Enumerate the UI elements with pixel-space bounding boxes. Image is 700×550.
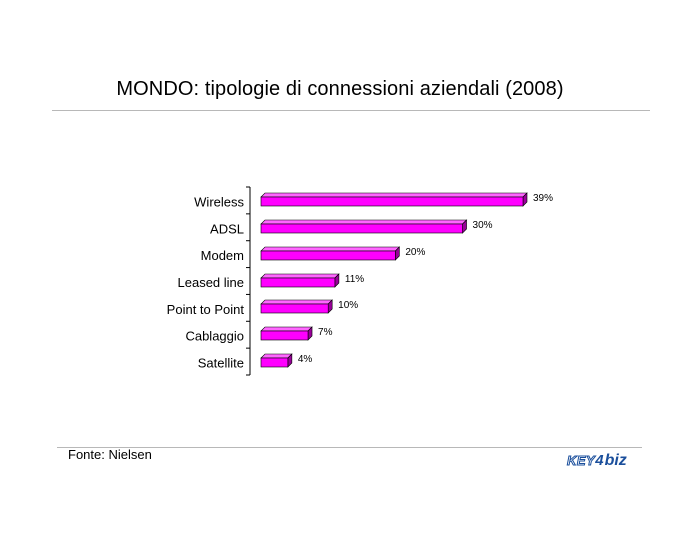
bar-top-face xyxy=(260,299,333,305)
top-divider xyxy=(52,110,650,111)
bar xyxy=(260,353,293,368)
bar-top-face xyxy=(260,219,468,225)
data-label: 11% xyxy=(345,274,364,285)
bar xyxy=(260,299,333,314)
bar-front-face xyxy=(260,357,289,368)
data-label: 10% xyxy=(338,300,358,311)
category-label: Point to Point xyxy=(167,302,245,317)
category-label: Modem xyxy=(201,248,244,263)
bottom-divider xyxy=(57,447,642,448)
bar-front-face xyxy=(260,303,329,314)
data-label: 30% xyxy=(473,220,493,231)
bar-top-face xyxy=(260,353,293,359)
bar xyxy=(260,192,528,207)
source-note: Fonte: Nielsen xyxy=(68,447,152,462)
key4biz-logo: KEY4biz xyxy=(566,452,627,472)
bar-top-face xyxy=(260,273,340,279)
bar-front-face xyxy=(260,223,463,234)
bar xyxy=(260,326,313,341)
category-label: Leased line xyxy=(178,275,245,290)
bar-front-face xyxy=(260,330,309,341)
bar-top-face xyxy=(260,326,313,332)
category-label: ADSL xyxy=(210,221,244,236)
bar xyxy=(260,246,401,261)
data-label: 20% xyxy=(405,247,425,258)
bar-front-face xyxy=(260,250,396,261)
logo-biz-text: biz xyxy=(604,452,627,469)
bars-group: 39% 30% 20% 11% 10% 7% 4% xyxy=(260,192,553,368)
bar-top-face xyxy=(260,192,528,198)
bar-top-face xyxy=(260,246,401,252)
bar xyxy=(260,219,468,234)
category-label: Cablaggio xyxy=(185,329,244,344)
bar xyxy=(260,273,340,288)
category-label: Wireless xyxy=(194,194,244,209)
bar-front-face xyxy=(260,196,524,207)
bar-front-face xyxy=(260,277,336,288)
category-label: Satellite xyxy=(198,356,244,371)
data-label: 39% xyxy=(533,193,553,204)
logo-key-text: KEY xyxy=(566,453,596,469)
logo-four-text: 4 xyxy=(595,452,604,469)
chart-title: MONDO: tipologie di connessioni aziendal… xyxy=(116,78,564,100)
data-label: 7% xyxy=(318,327,333,338)
data-label: 4% xyxy=(298,354,313,365)
category-axis: Wireless ADSL Modem Leased line Point to Poi… xyxy=(167,186,251,376)
